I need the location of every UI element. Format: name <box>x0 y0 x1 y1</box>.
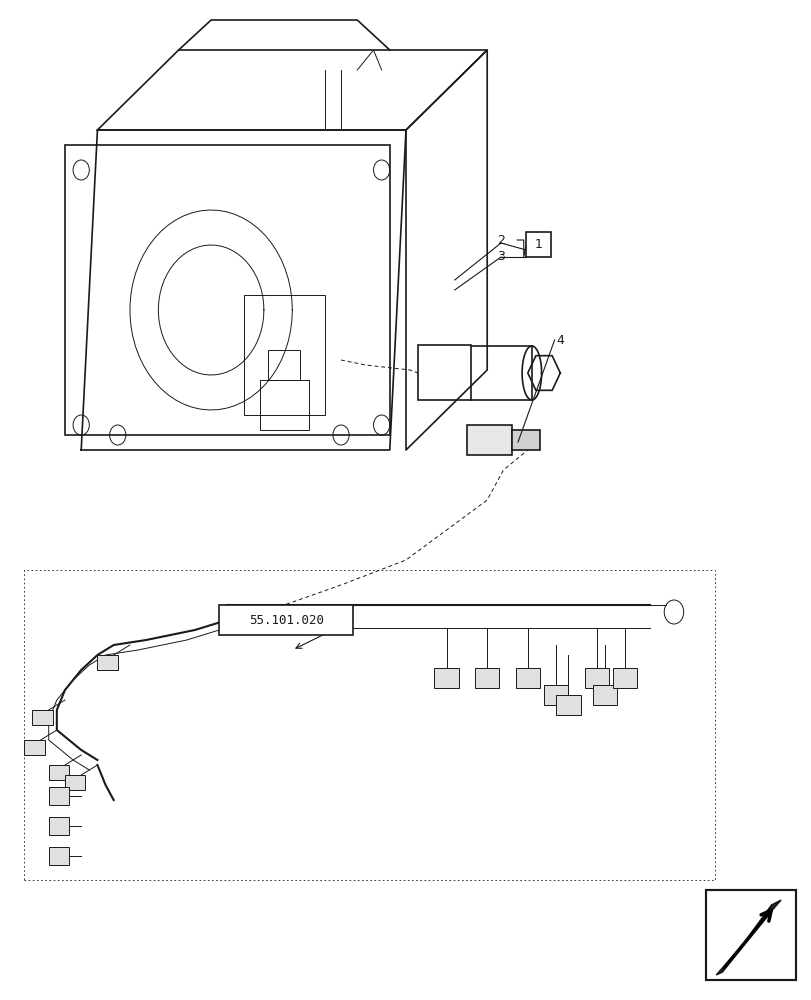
Bar <box>268 350 300 380</box>
Bar <box>434 668 458 688</box>
Text: 1: 1 <box>534 238 542 251</box>
Bar <box>24 740 45 755</box>
Bar <box>474 668 499 688</box>
Text: 2: 2 <box>496 233 504 246</box>
Text: 4: 4 <box>556 334 564 347</box>
Bar <box>219 605 353 635</box>
Bar <box>49 817 69 835</box>
Bar <box>526 232 550 257</box>
Bar <box>543 685 568 705</box>
Bar <box>418 345 470 400</box>
Bar <box>466 425 511 455</box>
Bar <box>97 655 118 670</box>
Bar <box>65 145 389 435</box>
Bar <box>65 775 85 790</box>
Bar <box>32 710 53 725</box>
Bar <box>592 685 616 705</box>
Bar <box>556 695 580 715</box>
Bar <box>706 890 795 980</box>
Polygon shape <box>715 900 780 975</box>
Bar <box>49 787 69 805</box>
Bar <box>584 668 608 688</box>
Bar <box>511 430 539 450</box>
Text: 3: 3 <box>496 250 504 263</box>
Bar <box>612 668 637 688</box>
Text: 55.101.020: 55.101.020 <box>248 613 324 626</box>
Bar <box>49 765 69 780</box>
Bar <box>49 847 69 865</box>
Bar <box>706 890 795 980</box>
Bar <box>515 668 539 688</box>
Bar <box>260 380 308 430</box>
Bar <box>243 295 324 415</box>
